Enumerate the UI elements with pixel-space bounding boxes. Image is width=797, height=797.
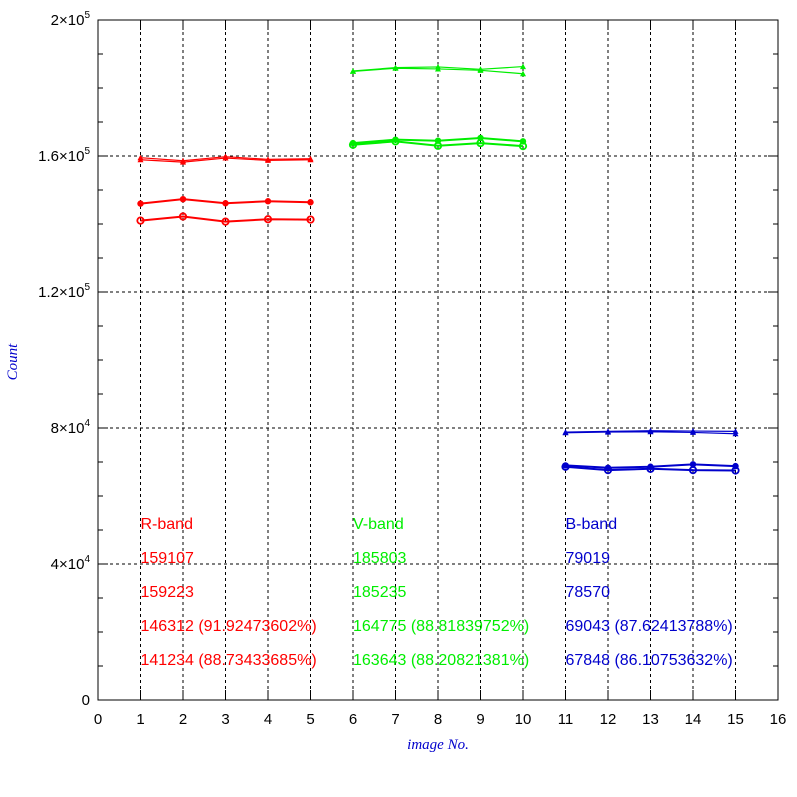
data-point <box>263 215 273 224</box>
x-tick-label: 16 <box>770 711 787 728</box>
y-tick-labels: 0 4×104 8×104 1.2×105 1.6×105 2×105 <box>38 10 90 709</box>
data-point <box>348 140 358 149</box>
data-point <box>477 67 484 73</box>
x-tick-label: 5 <box>306 711 314 728</box>
x-tick-label: 12 <box>600 711 617 728</box>
x-tick-label: 3 <box>221 711 229 728</box>
x-tick-label: 8 <box>434 711 442 728</box>
x-tick-label: 4 <box>264 711 272 728</box>
annotation-block: R-band 159107 159223 146312 (91.92473602%) 1… <box>141 516 317 669</box>
annotation-text: 79019 <box>566 550 611 567</box>
data-point <box>433 141 443 150</box>
data-point <box>222 200 229 207</box>
series-R-triangle <box>137 155 314 165</box>
data-point <box>392 65 399 71</box>
data-point <box>180 159 186 165</box>
data-point <box>520 63 526 70</box>
data-point <box>561 462 570 471</box>
data-point <box>350 68 356 74</box>
annotation-text: R-band <box>141 516 193 533</box>
x-tick-label: 1 <box>136 711 144 728</box>
annotation-text: V-band <box>353 516 404 533</box>
annotation-text: B-band <box>566 516 618 533</box>
series-V-triangle <box>350 65 526 77</box>
data-point <box>689 461 697 468</box>
series-line <box>565 465 736 472</box>
data-point <box>306 215 315 224</box>
annotation-text: 164775 (88.81839752%) <box>353 618 529 635</box>
annotation-text: 67848 (86.10753632%) <box>566 652 733 669</box>
x-tick-label: 14 <box>685 711 702 728</box>
annotation-block: V-band 185803 185235 164775 (88.81839752%) 1… <box>353 516 529 669</box>
x-axis-title: image No. <box>407 737 469 753</box>
data-point <box>222 155 229 161</box>
x-tick-label: 2 <box>179 711 187 728</box>
x-tick-label: 6 <box>349 711 357 728</box>
data-point <box>391 137 400 146</box>
grid-lines <box>98 20 778 700</box>
annotation-block: B-band 79019 78570 69043 (87.62413788%) 6784… <box>566 516 733 669</box>
x-tick-label: 11 <box>558 711 574 728</box>
x-tick-label: 13 <box>642 711 659 728</box>
data-point <box>307 199 314 206</box>
annotation-text: 185235 <box>353 584 406 601</box>
data-point <box>265 157 271 163</box>
x-tick-labels: 0 1 2 3 4 5 6 7 8 9 10 11 12 13 14 15 16 <box>94 711 787 728</box>
data-point <box>178 212 188 221</box>
series-line <box>352 140 524 148</box>
annotation-text: 146312 (91.92473602%) <box>141 618 317 635</box>
y-tick-label: 2×105 <box>51 10 91 29</box>
x-tick-label: 9 <box>476 711 484 728</box>
data-point <box>179 195 187 203</box>
annotation-text: 159223 <box>141 584 194 601</box>
series-B-circle <box>561 462 740 475</box>
axis-ticks <box>97 19 779 701</box>
y-tick-label: 4×104 <box>51 554 91 573</box>
data-point <box>688 466 698 475</box>
series-R-dot <box>137 195 314 207</box>
series-line <box>140 215 311 223</box>
data-point <box>731 466 740 475</box>
y-tick-label: 1.6×105 <box>38 146 90 165</box>
y-tick-label: 0 <box>82 692 90 709</box>
data-point <box>732 430 739 437</box>
series-B-triangle <box>562 428 739 437</box>
data-point <box>605 429 611 435</box>
band-annotations: R-band 159107 159223 146312 (91.92473602%) 1… <box>141 516 733 669</box>
data-point <box>562 429 569 436</box>
data-point <box>646 464 655 473</box>
x-tick-label: 7 <box>391 711 399 728</box>
annotation-text: 141234 (88.73433685%) <box>141 652 317 669</box>
series-group <box>136 63 740 475</box>
series-V-circle <box>348 137 528 151</box>
series-R-circle <box>136 212 315 226</box>
data-point <box>690 429 696 435</box>
annotation-text: 78570 <box>566 584 611 601</box>
data-point <box>136 216 145 225</box>
data-point <box>264 198 272 205</box>
data-point <box>435 65 441 72</box>
data-point <box>520 70 526 77</box>
y-axis-title: Count <box>5 343 21 381</box>
data-point <box>137 200 144 207</box>
annotation-text: 185803 <box>353 550 406 567</box>
x-tick-label: 0 <box>94 711 102 728</box>
data-point <box>476 138 485 148</box>
data-point <box>307 156 314 163</box>
x-tick-label: 10 <box>515 711 532 728</box>
data-point <box>137 156 144 163</box>
annotation-text: 163643 (88.20821381%) <box>353 652 529 669</box>
data-point <box>603 466 613 475</box>
y-tick-label: 8×104 <box>51 418 91 437</box>
y-tick-label: 1.2×105 <box>38 282 90 301</box>
x-tick-label: 15 <box>727 711 744 728</box>
data-point <box>221 217 230 226</box>
annotation-text: 69043 (87.62413788%) <box>566 618 733 635</box>
annotation-text: 159107 <box>141 550 194 567</box>
data-point <box>647 428 654 435</box>
data-point <box>518 142 528 151</box>
